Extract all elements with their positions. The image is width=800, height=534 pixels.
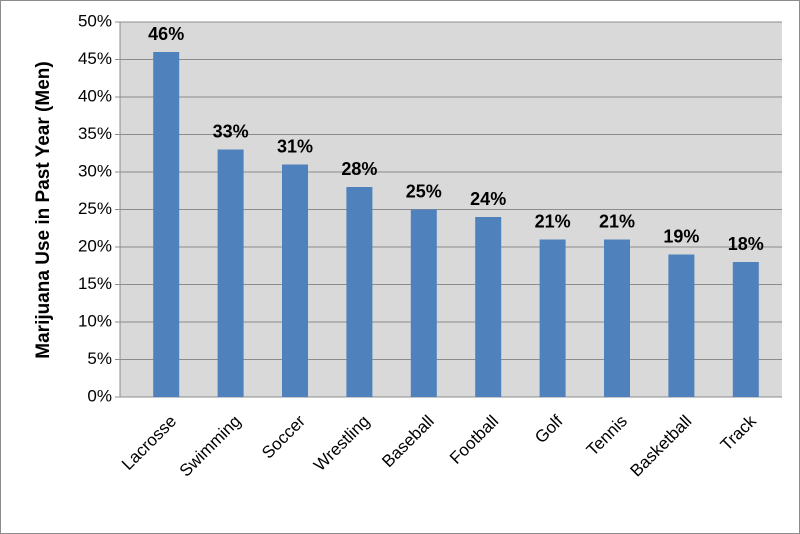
value-label: 21% — [535, 211, 571, 231]
bar — [346, 187, 373, 397]
value-label: 24% — [470, 189, 506, 209]
y-tick-label: 35% — [78, 124, 112, 143]
y-tick-label: 30% — [78, 161, 112, 180]
value-label: 21% — [599, 211, 635, 231]
y-tick-label: 0% — [87, 386, 112, 405]
bar — [475, 217, 502, 397]
bar — [732, 262, 759, 397]
value-label: 28% — [341, 159, 377, 179]
y-tick-label: 10% — [78, 311, 112, 330]
value-label: 19% — [663, 226, 699, 246]
y-tick-label: 20% — [78, 236, 112, 255]
value-label: 25% — [406, 181, 442, 201]
value-label: 46% — [148, 24, 184, 44]
bar — [604, 239, 630, 397]
y-tick-label: 25% — [78, 199, 112, 218]
y-tick-label: 40% — [78, 86, 112, 105]
value-label: 31% — [277, 136, 313, 156]
bar — [282, 164, 308, 397]
y-axis-title: Marijuana Use in Past Year (Men) — [33, 61, 54, 358]
bar — [410, 209, 437, 397]
bar — [153, 52, 180, 397]
y-tick-label: 15% — [78, 274, 112, 293]
bar — [539, 239, 566, 397]
y-tick-label: 50% — [78, 11, 112, 30]
bar — [668, 254, 695, 397]
value-label: 18% — [728, 234, 764, 254]
y-tick-label: 45% — [78, 49, 112, 68]
bar — [217, 149, 244, 397]
y-tick-label: 5% — [87, 349, 112, 368]
value-label: 33% — [213, 121, 249, 141]
